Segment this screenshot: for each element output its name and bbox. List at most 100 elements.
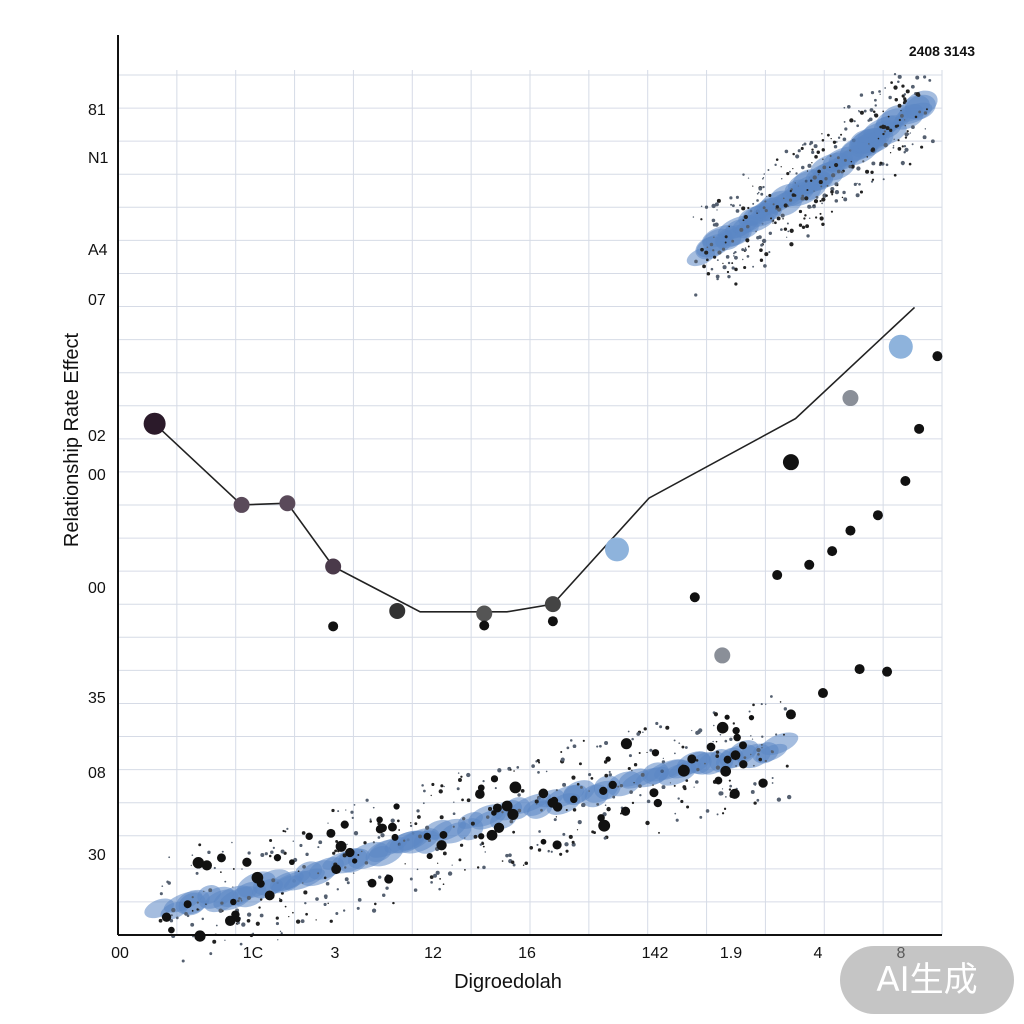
lower-cloud-speckle: [218, 908, 223, 913]
x-tick-label: 1C: [243, 945, 263, 962]
lower-cloud-speckle: [447, 871, 453, 876]
lower-cloud-speckle: [398, 829, 401, 831]
lower-cloud-speckle: [332, 851, 336, 855]
upper-cloud-speckle: [893, 73, 897, 76]
lower-cloud-speckle: [716, 813, 719, 816]
upper-cloud-speckle: [731, 204, 735, 208]
upper-cloud-speckle: [818, 174, 820, 176]
lower-cloud-speckle: [284, 830, 287, 833]
lower-cloud-speckle: [168, 856, 171, 859]
lower-cloud-dot: [376, 816, 383, 824]
upper-cloud-speckle: [853, 120, 856, 123]
lower-cloud-speckle: [743, 756, 747, 760]
lower-cloud-speckle: [659, 725, 663, 729]
upper-cloud-speckle: [744, 248, 747, 252]
x-tick-label: 3: [331, 945, 340, 962]
lower-cloud-speckle: [443, 785, 445, 788]
upper-cloud-speckle: [872, 110, 876, 114]
lower-cloud-speckle: [345, 809, 347, 811]
upper-cloud-speckle: [787, 205, 790, 207]
upper-cloud-speckle: [866, 156, 869, 158]
upper-cloud-speckle: [910, 84, 915, 89]
lower-cloud-speckle: [360, 850, 363, 853]
lower-cloud-speckle: [756, 747, 761, 753]
x-tick-label: 12: [424, 945, 442, 962]
lower-cloud-speckle: [198, 843, 202, 847]
lower-cloud-dot: [605, 756, 611, 762]
upper-cloud-speckle: [801, 144, 804, 146]
lower-cloud-speckle: [645, 820, 650, 826]
lower-cloud-speckle: [564, 842, 569, 847]
upper-cloud-speckle: [798, 209, 803, 214]
upper-cloud-speckle: [825, 194, 828, 197]
lower-cloud-speckle: [776, 797, 782, 802]
lower-cloud-speckle: [337, 810, 340, 813]
upper-cloud-speckle: [724, 235, 728, 239]
upper-cloud-speckle: [901, 84, 905, 88]
x-tick-label: 16: [518, 945, 536, 962]
lower-cloud-speckle: [571, 775, 576, 780]
lower-cloud-speckle: [356, 906, 360, 910]
upper-cloud-speckle: [915, 75, 920, 80]
upper-cloud-speckle: [774, 221, 777, 225]
upper-cloud-speckle: [759, 258, 764, 262]
lower-cloud-speckle: [555, 816, 558, 818]
upper-cloud-speckle: [890, 81, 893, 84]
lower-cloud-speckle: [588, 790, 590, 792]
upper-cloud-speckle: [893, 138, 895, 141]
upper-cloud-speckle: [764, 200, 767, 203]
y-axis-title: Relationship Rate Effect: [61, 332, 83, 547]
lower-cloud-dot: [493, 822, 505, 833]
scatter-point: [328, 621, 339, 632]
lower-cloud-speckle: [305, 852, 309, 857]
upper-cloud-speckle: [772, 222, 774, 224]
lower-cloud-speckle: [501, 810, 504, 814]
lower-cloud-speckle: [278, 897, 281, 900]
lower-cloud-speckle: [275, 921, 280, 926]
lower-cloud-dot: [651, 749, 660, 757]
lower-cloud-speckle: [170, 914, 173, 917]
lower-cloud-dot: [608, 780, 617, 790]
lower-cloud-speckle: [761, 735, 764, 738]
upper-cloud-speckle: [759, 248, 763, 252]
lower-cloud-dot: [649, 788, 659, 798]
lower-cloud-speckle: [196, 908, 199, 911]
lower-cloud-speckle: [770, 695, 773, 698]
lower-cloud-dot: [194, 930, 206, 942]
upper-cloud-speckle: [768, 231, 773, 235]
lower-cloud-dot: [507, 808, 519, 820]
lower-cloud-speckle: [566, 746, 570, 750]
lower-cloud-speckle: [652, 784, 654, 786]
lower-cloud-speckle: [517, 808, 522, 813]
marker-point: [143, 412, 166, 435]
lower-cloud-speckle: [315, 919, 317, 921]
lower-cloud-dot: [732, 726, 740, 735]
upper-cloud-speckle: [747, 245, 750, 248]
scatter-point: [785, 709, 796, 720]
lower-cloud-speckle: [482, 780, 485, 783]
lower-cloud-speckle: [215, 924, 218, 927]
upper-cloud-speckle: [752, 202, 755, 205]
lower-cloud-speckle: [186, 914, 190, 918]
lower-cloud-dot: [340, 820, 349, 829]
scatter-point: [845, 525, 856, 536]
lower-cloud-speckle: [673, 784, 676, 787]
scatter-point: [872, 510, 883, 521]
upper-cloud-speckle: [789, 228, 794, 233]
lower-cloud-speckle: [485, 815, 490, 819]
upper-cloud-speckle: [898, 118, 901, 122]
upper-cloud-speckle: [879, 125, 883, 129]
upper-cloud-speckle: [897, 139, 900, 142]
upper-cloud-speckle: [712, 249, 715, 252]
lower-cloud-speckle: [239, 942, 243, 946]
lower-cloud-speckle: [473, 834, 478, 839]
lower-cloud-speckle: [538, 830, 541, 833]
lower-cloud-speckle: [190, 864, 192, 867]
lower-cloud-speckle: [416, 868, 419, 871]
upper-cloud-speckle: [887, 115, 890, 118]
lower-cloud-speckle: [479, 843, 483, 846]
lower-cloud-speckle: [327, 822, 329, 824]
upper-cloud-speckle: [863, 109, 867, 113]
upper-cloud-speckle: [893, 173, 897, 177]
upper-cloud-speckle: [812, 175, 817, 180]
